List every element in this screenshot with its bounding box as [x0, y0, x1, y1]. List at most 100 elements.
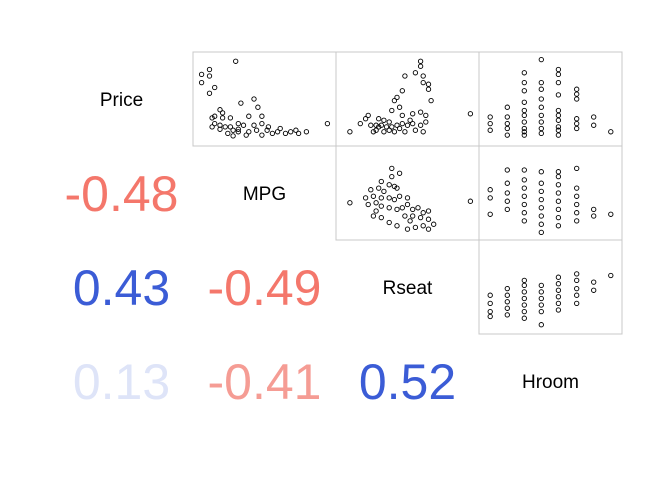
- scatter-point: [386, 195, 392, 201]
- scatter-point: [574, 277, 580, 284]
- scatter-point: [574, 165, 580, 172]
- scatter-point: [487, 211, 493, 217]
- scatter-point: [288, 129, 294, 135]
- scatter-point: [538, 56, 544, 63]
- scatter-point: [521, 79, 527, 86]
- scatter-point: [386, 205, 392, 211]
- scatter-point: [389, 165, 395, 172]
- scatter-point: [555, 66, 562, 73]
- scatter-point: [521, 277, 527, 284]
- scatter-point: [259, 113, 265, 119]
- scatter-point: [521, 308, 527, 315]
- scatter-point: [370, 129, 377, 135]
- scatter-point: [402, 73, 408, 79]
- scatter-point: [591, 213, 597, 219]
- scatter-point: [198, 79, 205, 86]
- variable-label-mpg: MPG: [243, 184, 286, 205]
- scatter-point: [574, 218, 580, 224]
- scatter-point: [246, 113, 252, 119]
- scatter-point: [504, 104, 510, 110]
- scatter-point: [574, 201, 580, 208]
- scatter-point: [386, 127, 392, 133]
- scatter-point: [255, 104, 261, 110]
- scatter-point: [370, 193, 377, 199]
- scatter-point: [538, 205, 544, 211]
- scatter-point: [538, 229, 544, 236]
- scatter-point: [521, 112, 527, 119]
- scatter-point: [521, 99, 527, 105]
- scatter-point: [394, 185, 400, 191]
- panel-border: [478, 51, 623, 147]
- scatter-point: [521, 70, 527, 76]
- scatter-point: [487, 313, 493, 320]
- scatter-point: [574, 300, 580, 307]
- scatter-point: [574, 96, 580, 102]
- scatter-point: [538, 289, 544, 295]
- scatter-panel-mpg-vs-hroom: [478, 145, 623, 241]
- variable-label-hroom: Hroom: [522, 372, 579, 393]
- scatter-point: [504, 125, 510, 132]
- scatter-point: [293, 127, 299, 133]
- scatter-point: [467, 198, 474, 204]
- scatter-point: [386, 219, 392, 226]
- scatter-point: [555, 71, 562, 78]
- scatter-point: [227, 124, 234, 130]
- scatter-point: [555, 274, 562, 280]
- scatter-point: [420, 223, 426, 229]
- scatter-point: [417, 109, 424, 115]
- scatter-point: [259, 132, 265, 138]
- correlation-hroom-rseat: 0.52: [359, 354, 456, 410]
- scatter-point: [504, 312, 510, 318]
- scatter-point: [555, 92, 562, 98]
- scatter-point: [608, 211, 614, 217]
- scatter-point: [538, 86, 544, 92]
- scatter-point: [521, 129, 527, 135]
- scatter-point: [394, 223, 400, 229]
- scatter-point: [227, 115, 234, 121]
- scatter-point: [538, 188, 544, 195]
- scatter-point: [521, 132, 527, 138]
- scatter-point: [555, 173, 562, 180]
- scatter-point: [555, 117, 562, 123]
- scatter-panel-price-vs-hroom: [478, 51, 623, 147]
- scatter-point: [521, 302, 527, 308]
- scatter-point: [487, 292, 493, 298]
- scatter-point: [389, 124, 395, 130]
- scatter-point: [538, 180, 544, 186]
- scatter-point: [399, 120, 405, 127]
- scatter-point: [282, 130, 289, 137]
- scatter-point: [425, 226, 432, 232]
- scatter-point: [591, 287, 597, 293]
- scatter-point: [373, 127, 379, 133]
- scatter-point: [574, 120, 580, 127]
- scatter-point: [404, 195, 411, 201]
- scatter-point: [504, 114, 510, 120]
- scatter-point: [381, 117, 387, 123]
- scatter-point: [591, 122, 597, 128]
- scatter-point: [487, 114, 493, 120]
- scatter-point: [389, 173, 395, 180]
- scatter-point: [504, 206, 510, 213]
- scatter-point: [396, 125, 403, 132]
- scatter-point: [209, 124, 215, 130]
- scatter-point: [389, 107, 395, 114]
- scatter-point: [206, 73, 213, 79]
- scatter-point: [357, 120, 363, 127]
- scatter-point: [420, 129, 426, 135]
- scatter-point: [347, 129, 353, 135]
- scatter-point: [591, 279, 597, 285]
- scatter-point: [538, 112, 544, 119]
- scatter-point: [555, 307, 562, 313]
- scatter-point: [487, 300, 493, 307]
- scatter-point: [415, 205, 421, 211]
- scatter-point: [217, 126, 223, 132]
- scatter-point: [206, 90, 213, 96]
- scatter-point: [230, 127, 236, 133]
- correlation-hroom-price: 0.13: [73, 354, 170, 410]
- scatter-point: [504, 285, 510, 292]
- scatter-point: [417, 63, 424, 69]
- scatter-point: [217, 107, 223, 113]
- scatter-point: [608, 272, 614, 279]
- scatter-point: [538, 196, 544, 203]
- scatter-point: [521, 177, 527, 183]
